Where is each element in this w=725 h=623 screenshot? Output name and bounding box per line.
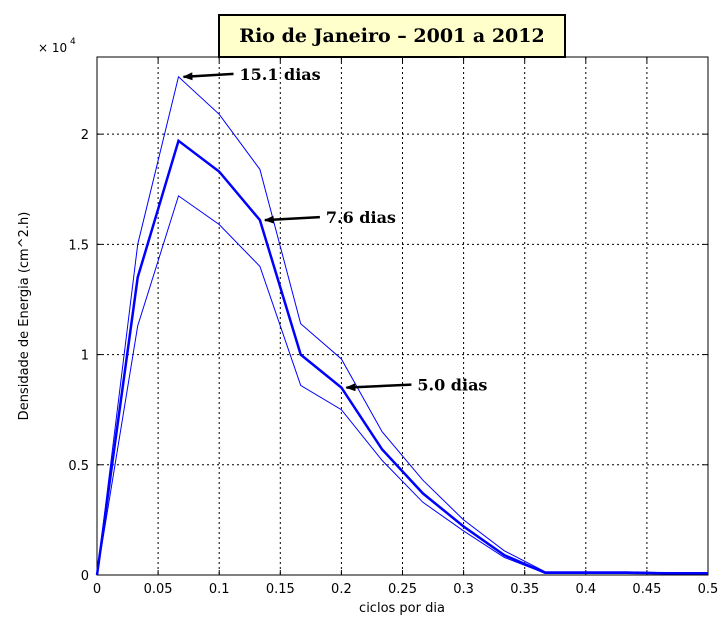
y-tick-label: 0.5 [68, 459, 89, 474]
y-multiplier-label: × 10 [38, 41, 67, 55]
annotation-arrow [263, 215, 320, 224]
x-tick-label: 0.2 [331, 582, 352, 597]
chart-title: Rio de Janeiro – 2001 a 2012 [218, 14, 566, 58]
grid [97, 57, 708, 575]
x-tick-label: 0 [93, 582, 101, 597]
x-axis-label: ciclos por dia [359, 601, 445, 616]
x-tick-label: 0.3 [453, 582, 474, 597]
x-tick-label: 0.05 [144, 582, 173, 597]
x-tick-label: 0.4 [575, 582, 596, 597]
x-tick-label: 0.35 [510, 582, 539, 597]
annotation-arrow [182, 72, 234, 81]
y-tick-label: 1 [81, 349, 89, 364]
x-tick-label: 0.15 [266, 582, 295, 597]
y-tick-label: 2 [81, 128, 89, 143]
y-tick-label: 1.5 [68, 238, 89, 253]
y-axis-label: Densidade de Energia (cm^2.h) [17, 212, 32, 421]
x-ticks: 0 0.05 0.1 0.15 0.2 0.25 0.3 0.35 0.4 0.45 0.5 [93, 57, 718, 597]
annotations: 15.1 dias 7.6 dias 5.0 dias [182, 65, 487, 395]
annotation-label: 15.1 dias [240, 65, 321, 84]
x-tick-label: 0.25 [388, 582, 417, 597]
x-tick-label: 0.45 [632, 582, 661, 597]
x-tick-label: 0.5 [698, 582, 719, 597]
annotation-label: 5.0 dias [417, 376, 487, 395]
y-ticks: 0 0.5 1 1.5 2 [68, 128, 708, 584]
x-tick-label: 0.1 [209, 582, 230, 597]
annotation-arrow [345, 383, 412, 392]
series-line-lower [96, 195, 708, 576]
annotation-label: 7.6 dias [326, 208, 396, 227]
y-tick-label: 0 [81, 569, 89, 584]
series-lines [95, 75, 708, 576]
y-multiplier-exponent: 4 [70, 37, 76, 47]
